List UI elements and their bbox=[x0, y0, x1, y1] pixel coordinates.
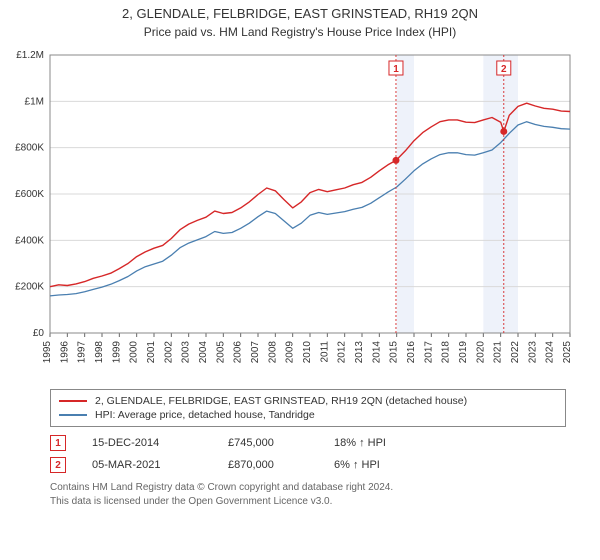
y-tick-label: £1.2M bbox=[16, 50, 44, 61]
y-tick-label: £200K bbox=[15, 282, 44, 293]
x-tick-label: 2012 bbox=[337, 341, 348, 364]
chart-svg: £0 £200K £400K £600K £800K £1M £1.2M 1995 1996 19… bbox=[0, 45, 600, 375]
x-tick-label: 2015 bbox=[389, 341, 400, 364]
x-tick-label: 2019 bbox=[458, 341, 469, 364]
y-tick-label: £800K bbox=[15, 143, 44, 154]
x-tick-label: 2016 bbox=[406, 341, 417, 364]
chart-title: 2, GLENDALE, FELBRIDGE, EAST GRINSTEAD, … bbox=[0, 6, 600, 21]
x-tick-label: 2021 bbox=[493, 341, 504, 364]
x-tick-label: 1997 bbox=[77, 341, 88, 364]
x-tick-label: 2000 bbox=[129, 341, 140, 364]
x-tick-label: 2005 bbox=[215, 341, 226, 364]
legend-label: HPI: Average price, detached house, Tand… bbox=[95, 409, 315, 421]
chart-subtitle: Price paid vs. HM Land Registry's House … bbox=[0, 25, 600, 39]
x-tick-label: 2022 bbox=[510, 341, 521, 364]
sale-marker-box: 2 bbox=[50, 457, 66, 473]
sale-date: 15-DEC-2014 bbox=[92, 437, 202, 449]
x-tick-label: 2006 bbox=[233, 341, 244, 364]
x-tick-label: 2010 bbox=[302, 341, 313, 364]
x-tick-label: 2013 bbox=[354, 341, 365, 364]
y-tick-label: £600K bbox=[15, 189, 44, 200]
x-tick-label: 2024 bbox=[545, 341, 556, 364]
legend: 2, GLENDALE, FELBRIDGE, EAST GRINSTEAD, … bbox=[50, 389, 566, 427]
sale-price: £870,000 bbox=[228, 459, 308, 471]
x-tick-label: 2020 bbox=[475, 341, 486, 364]
x-tick-label: 1998 bbox=[94, 341, 105, 364]
x-tick-label: 2025 bbox=[562, 341, 573, 364]
legend-swatch bbox=[59, 414, 87, 416]
sale-delta: 6% ↑ HPI bbox=[334, 459, 424, 471]
x-tick-label: 1999 bbox=[111, 341, 122, 364]
x-tick-label: 2018 bbox=[441, 341, 452, 364]
y-tick-label: £1M bbox=[25, 96, 44, 107]
legend-swatch bbox=[59, 400, 87, 402]
x-tick-label: 1996 bbox=[59, 341, 70, 364]
legend-label: 2, GLENDALE, FELBRIDGE, EAST GRINSTEAD, … bbox=[95, 395, 467, 407]
sale-marker-dot bbox=[500, 128, 507, 135]
sale-date: 05-MAR-2021 bbox=[92, 459, 202, 471]
x-tick-label: 1995 bbox=[42, 341, 53, 364]
x-tick-label: 2004 bbox=[198, 341, 209, 364]
x-tick-label: 2001 bbox=[146, 341, 157, 364]
sale-row: 1 15-DEC-2014 £745,000 18% ↑ HPI bbox=[50, 435, 566, 451]
sales-table: 1 15-DEC-2014 £745,000 18% ↑ HPI 2 05-MAR-202… bbox=[50, 435, 566, 473]
sale-row: 2 05-MAR-2021 £870,000 6% ↑ HPI bbox=[50, 457, 566, 473]
x-tick-label: 2007 bbox=[250, 341, 261, 364]
x-tick-label: 2014 bbox=[371, 341, 382, 364]
footer-attribution: Contains HM Land Registry data © Crown c… bbox=[50, 481, 566, 508]
x-tick-label: 2017 bbox=[423, 341, 434, 364]
footer-line-1: Contains HM Land Registry data © Crown c… bbox=[50, 481, 566, 495]
x-tick-label: 2008 bbox=[267, 341, 278, 364]
x-tick-label: 2023 bbox=[527, 341, 538, 364]
y-tick-label: £0 bbox=[33, 328, 45, 339]
sale-marker-dot bbox=[392, 157, 399, 164]
page-root: 2, GLENDALE, FELBRIDGE, EAST GRINSTEAD, … bbox=[0, 0, 600, 508]
sale-marker-label: 2 bbox=[501, 64, 507, 75]
chart-area: £0 £200K £400K £600K £800K £1M £1.2M 1995 1996 19… bbox=[0, 45, 600, 375]
legend-row: 2, GLENDALE, FELBRIDGE, EAST GRINSTEAD, … bbox=[59, 394, 557, 408]
footer-line-2: This data is licensed under the Open Gov… bbox=[50, 495, 566, 509]
sale-delta: 18% ↑ HPI bbox=[334, 437, 424, 449]
sale-marker-box: 1 bbox=[50, 435, 66, 451]
legend-row: HPI: Average price, detached house, Tand… bbox=[59, 408, 557, 422]
sale-marker-label: 1 bbox=[393, 64, 399, 75]
sale-price: £745,000 bbox=[228, 437, 308, 449]
y-tick-label: £400K bbox=[15, 235, 44, 246]
x-tick-label: 2002 bbox=[163, 341, 174, 364]
x-tick-label: 2009 bbox=[285, 341, 296, 364]
x-tick-label: 2011 bbox=[319, 341, 330, 363]
x-tick-label: 2003 bbox=[181, 341, 192, 364]
title-block: 2, GLENDALE, FELBRIDGE, EAST GRINSTEAD, … bbox=[0, 0, 600, 39]
